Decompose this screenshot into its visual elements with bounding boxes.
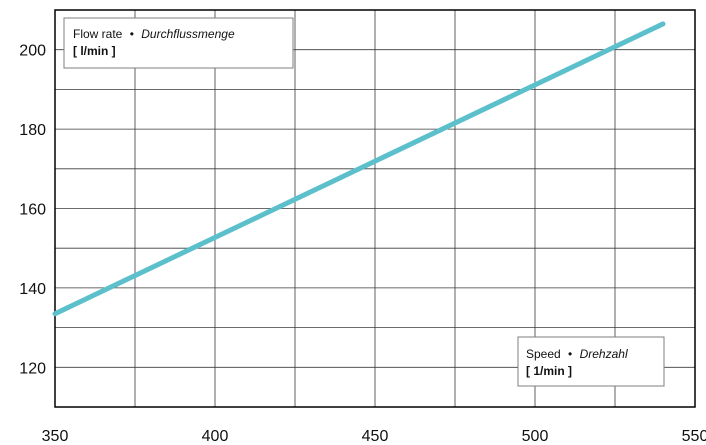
x-label-de: Drehzahl (580, 347, 628, 361)
y-label-line: Flow rate • Durchflussmenge (73, 27, 235, 41)
plot-border (54, 9, 696, 408)
y-label-de: Durchflussmenge (141, 27, 235, 41)
x-label-separator: • (568, 347, 572, 361)
x-tick-labels: 350 400 450 500 550 (42, 428, 706, 445)
y-label-unit: [ l/min ] (73, 44, 116, 58)
series-line (52, 21, 666, 317)
x-tick-label: 550 (682, 428, 706, 445)
x-tick-label: 500 (522, 428, 549, 445)
y-tick-labels: 120 140 160 180 200 (19, 43, 46, 378)
x-label-box-frame (517, 336, 665, 387)
x-label-line: Speed • Drehzahl (526, 347, 628, 361)
y-tick-label: 120 (19, 360, 46, 377)
y-label-box-frame (63, 17, 294, 69)
y-axis-label-box: Flow rate • Durchflussmenge [ l/min ] (63, 17, 294, 69)
x-label-en: Speed (526, 347, 561, 361)
y-label-en: Flow rate (73, 27, 123, 41)
x-label-unit: [ 1/min ] (526, 364, 572, 378)
y-tick-label: 200 (19, 43, 46, 60)
y-tick-label: 140 (19, 281, 46, 298)
x-tick-label: 350 (42, 428, 69, 445)
series-layer (52, 21, 666, 317)
y-tick-label: 180 (19, 122, 46, 139)
x-tick-label: 400 (202, 428, 229, 445)
plot-frame (54, 9, 696, 408)
grid (54, 9, 696, 408)
x-axis-label-box: Speed • Drehzahl [ 1/min ] (517, 336, 665, 387)
y-tick-label: 160 (19, 202, 46, 219)
y-label-separator: • (130, 27, 134, 41)
x-tick-label: 450 (362, 428, 389, 445)
